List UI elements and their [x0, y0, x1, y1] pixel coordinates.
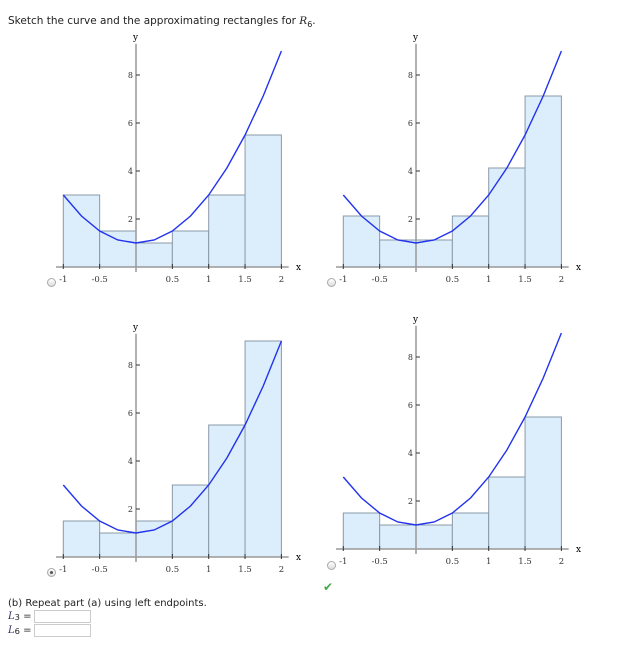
x-tick-label: -0.5: [91, 275, 107, 285]
graph-option-2: x y -1 -0.5 0.5 1 1.5 2 2 4 6 8: [336, 33, 581, 285]
part-b-prompt: (b) Repeat part (a) using left endpoints…: [8, 598, 207, 609]
approx-rectangle: [244, 134, 282, 268]
x-tick-label: 0.5: [166, 565, 180, 575]
approx-rectangle: [524, 95, 562, 268]
x-tick-label: 1: [206, 565, 211, 575]
curve: [62, 340, 283, 534]
approx-rectangle: [524, 416, 562, 550]
approx-rectangle: [415, 239, 453, 268]
curve: [62, 50, 283, 244]
x-tick-label: 1: [486, 275, 491, 285]
y-axis-label: y: [132, 323, 139, 333]
y-tick-label: 4: [408, 167, 413, 176]
approx-rectangle: [488, 476, 526, 550]
approx-rectangle: [62, 520, 101, 558]
x-tick-label: -0.5: [371, 275, 387, 285]
approx-rectangle: [62, 194, 101, 268]
x-tick-label: 2: [279, 275, 284, 285]
approx-rectangle: [488, 167, 526, 268]
y-tick-label: 4: [408, 449, 413, 458]
curve: [342, 332, 563, 526]
y-tick-label: 2: [408, 497, 413, 506]
correct-check-icon: ✔: [323, 580, 334, 594]
approx-rectangle: [135, 242, 173, 268]
x-tick-label: 2: [559, 275, 564, 285]
option-4-radio[interactable]: [327, 561, 336, 570]
x-axis-label: x: [576, 545, 581, 555]
approx-rectangle: [208, 424, 246, 558]
y-tick-label: 2: [128, 215, 133, 224]
y-tick-label: 2: [128, 505, 133, 514]
y-tick-label: 6: [408, 119, 413, 128]
y-tick-label: 8: [408, 353, 413, 362]
option-1-radio[interactable]: [47, 278, 56, 287]
approx-rectangle: [171, 230, 210, 268]
x-tick-label: 0.5: [166, 275, 180, 285]
y-axis-label: y: [132, 33, 139, 43]
x-tick-label: 1.5: [518, 275, 532, 285]
option-3-radio[interactable]: [47, 568, 56, 577]
y-tick-label: 4: [128, 457, 133, 466]
approx-rectangle: [451, 215, 490, 268]
x-tick-label: -1: [59, 275, 67, 285]
graph-option-4: x y -1 -0.5 0.5 1 1.5 2 2 4 6 8: [336, 315, 581, 567]
y-tick-label: 8: [408, 71, 413, 80]
y-tick-label: 8: [128, 71, 133, 80]
x-axis-label: x: [576, 263, 581, 273]
y-tick-label: 6: [408, 401, 413, 410]
y-axis-label: y: [412, 33, 419, 43]
y-axis-label: y: [412, 315, 419, 325]
x-tick-label: 0.5: [446, 275, 460, 285]
x-tick-label: -1: [59, 565, 67, 575]
y-tick-label: 4: [128, 167, 133, 176]
approx-rectangle: [99, 532, 137, 558]
x-tick-label: -1: [339, 557, 347, 567]
l3-input[interactable]: [33, 610, 91, 623]
approx-rectangle: [135, 520, 173, 558]
approx-rectangle: [379, 239, 417, 268]
x-tick-label: -0.5: [371, 557, 387, 567]
approx-rectangle: [342, 512, 381, 550]
y-tick-label: 8: [128, 361, 133, 370]
x-tick-label: 1.5: [518, 557, 532, 567]
x-tick-label: 1.5: [238, 275, 252, 285]
x-axis-label: x: [296, 553, 301, 563]
approx-rectangle: [99, 230, 137, 268]
approx-rectangle: [208, 194, 246, 268]
x-axis-label: x: [296, 263, 301, 273]
graph-option-3: x y -1 -0.5 0.5 1 1.5 2 2 4 6 8: [56, 323, 301, 575]
x-tick-label: 2: [279, 565, 284, 575]
approx-rectangle: [379, 524, 417, 550]
l6-input[interactable]: [33, 624, 91, 637]
option-2-radio[interactable]: [327, 278, 336, 287]
x-tick-label: -1: [339, 275, 347, 285]
x-tick-label: 1: [486, 557, 491, 567]
y-tick-label: 6: [128, 119, 133, 128]
approx-rectangle: [244, 340, 282, 558]
x-tick-label: 0.5: [446, 557, 460, 567]
x-tick-label: 1.5: [238, 565, 252, 575]
y-tick-label: 6: [128, 409, 133, 418]
question-text: Sketch the curve and the approximating r…: [8, 15, 316, 30]
approx-rectangle: [171, 484, 210, 558]
x-tick-label: -0.5: [91, 565, 107, 575]
approx-rectangle: [451, 512, 490, 550]
x-tick-label: 2: [559, 557, 564, 567]
graph-option-1: x y -1 -0.5 0.5 1 1.5 2 2 4 6 8: [56, 33, 301, 285]
x-tick-label: 1: [206, 275, 211, 285]
graph-options: x y -1 -0.5 0.5 1 1.5 2 2 4 6 8 x y -1 -0.5 0.5 1 1.5 2 2 4 6 8…: [56, 33, 581, 575]
approx-rectangle: [415, 524, 453, 550]
y-tick-label: 2: [408, 215, 413, 224]
approx-rectangle: [342, 215, 381, 268]
curve: [342, 50, 563, 244]
